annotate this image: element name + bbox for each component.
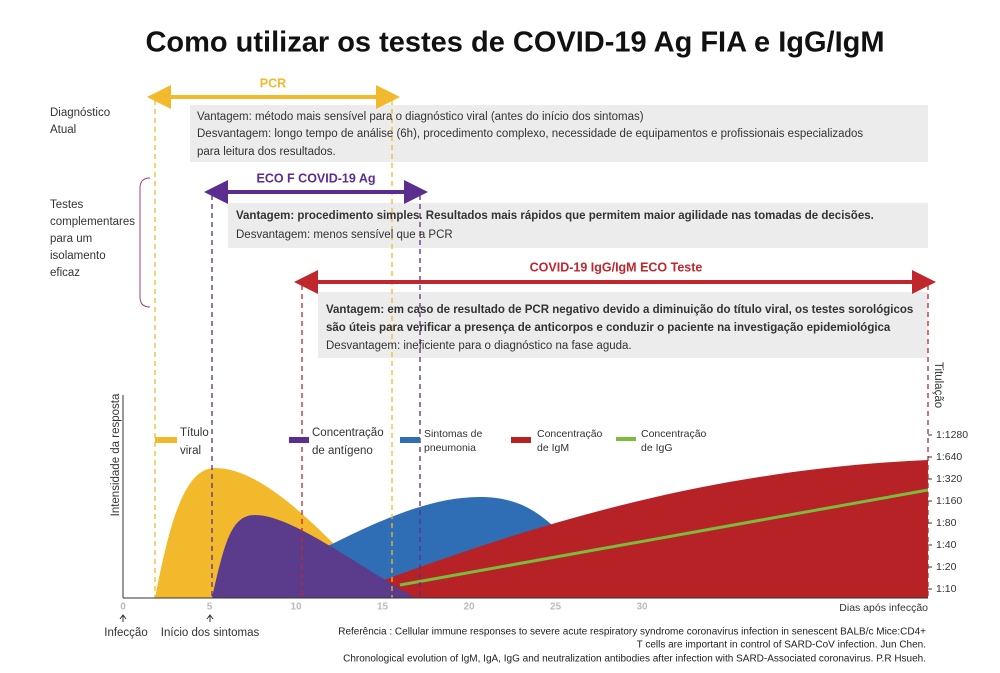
- antigen-area: [212, 515, 415, 598]
- marker-arrow: [206, 614, 214, 622]
- box-text: Vantagem: em caso de resultado de PCR ne…: [326, 304, 913, 316]
- x-tick-label: 25: [550, 602, 562, 613]
- box-text: para leitura dos resultados.: [197, 146, 336, 158]
- titer-tick-label: 1:10: [936, 583, 957, 595]
- test-name: ECO F COVID-19 Ag: [257, 171, 376, 185]
- titer-ticks: 1:1280 1:640 1:320 1:160 1:80 1:40 1:20 1:10: [928, 429, 968, 595]
- titer-tick-label: 1:640: [936, 451, 962, 463]
- igm-area: [370, 460, 928, 598]
- left-label: eficaz: [50, 267, 80, 279]
- box-text: Desvantagem: longo tempo de análise (6h)…: [197, 128, 863, 140]
- box-text: Desvantagem: menos sensível que a PCR: [236, 229, 453, 241]
- legend-swatch: [616, 437, 636, 441]
- y-axis-label: Intensidade da resposta: [110, 393, 122, 516]
- titer-tick-label: 1:20: [936, 561, 957, 573]
- legend-label: Concentração: [641, 428, 707, 440]
- info-box: [190, 105, 928, 162]
- marker-arrow: [119, 614, 127, 622]
- x-tick-label: 30: [636, 602, 648, 613]
- x-tick-label: 0: [120, 602, 126, 613]
- legend-label: de IgG: [641, 442, 673, 454]
- legend-swatch: [400, 437, 420, 443]
- left-label: complementares: [50, 216, 135, 228]
- legend-label: viral: [180, 445, 201, 457]
- igg-line: [399, 488, 929, 587]
- titer-tick-label: 1:160: [936, 495, 962, 507]
- legend-label: Concentração: [537, 428, 603, 440]
- box-text: são úteis para verificar a presença de a…: [326, 322, 891, 334]
- left-label: Diagnóstico: [50, 107, 110, 119]
- box-text: Desvantagem: ineficiente para o diagnóst…: [326, 340, 632, 352]
- left-label: Testes complementares para um isolamento…: [50, 199, 135, 279]
- bracket: [139, 177, 151, 308]
- reference: Chronological evolution of IgM, IgA, IgG…: [343, 654, 926, 665]
- x-ticks: 0 5 10 15 20 25 30: [120, 602, 648, 613]
- titer-tick-label: 1:320: [936, 473, 962, 485]
- test-name: PCR: [260, 76, 286, 90]
- legend-label: de IgM: [537, 442, 569, 454]
- test-name: COVID-19 IgG/IgM ECO Teste: [530, 260, 703, 274]
- x-axis-label: Dias após infecção: [839, 602, 928, 614]
- legend-label: pneumonia: [424, 442, 476, 454]
- title: Como utilizar os testes de COVID-19 Ag F…: [145, 27, 884, 59]
- left-label: para um: [50, 233, 92, 245]
- left-label: Atual: [50, 124, 76, 136]
- left-label: isolamento: [50, 250, 106, 262]
- reference: Referência : Cellular immune responses t…: [338, 627, 926, 638]
- x-tick-label: 10: [290, 602, 302, 613]
- legend-label: Título: [180, 427, 209, 439]
- x-tick-label: 5: [207, 602, 213, 613]
- legend-label: de antígeno: [312, 445, 373, 457]
- marker-label: Infecção: [104, 627, 147, 639]
- legend-swatch: [155, 437, 177, 443]
- info-box: [228, 203, 928, 248]
- titer-tick-label: 1:40: [936, 539, 957, 551]
- box-text: Vantagem: método mais sensível para o di…: [197, 111, 644, 123]
- titer-tick-label: 1:80: [936, 517, 957, 529]
- legend-label: Concentração: [312, 427, 384, 439]
- legend-swatch: [511, 437, 531, 443]
- x-tick-label: 15: [377, 602, 389, 613]
- reference: T cells are important in control of SARD…: [637, 640, 926, 651]
- legend-swatch: [289, 437, 309, 443]
- legend-label: Sintomas de: [424, 428, 483, 440]
- y2-axis-label: Titulação: [932, 362, 944, 408]
- left-label: Testes: [50, 199, 83, 211]
- marker-label: Início dos sintomas: [161, 627, 260, 639]
- curves: [155, 460, 929, 598]
- box-text: Vantagem: procedimento simples. Resultad…: [236, 210, 874, 222]
- titer-tick-label: 1:1280: [936, 429, 968, 441]
- x-tick-label: 20: [463, 602, 475, 613]
